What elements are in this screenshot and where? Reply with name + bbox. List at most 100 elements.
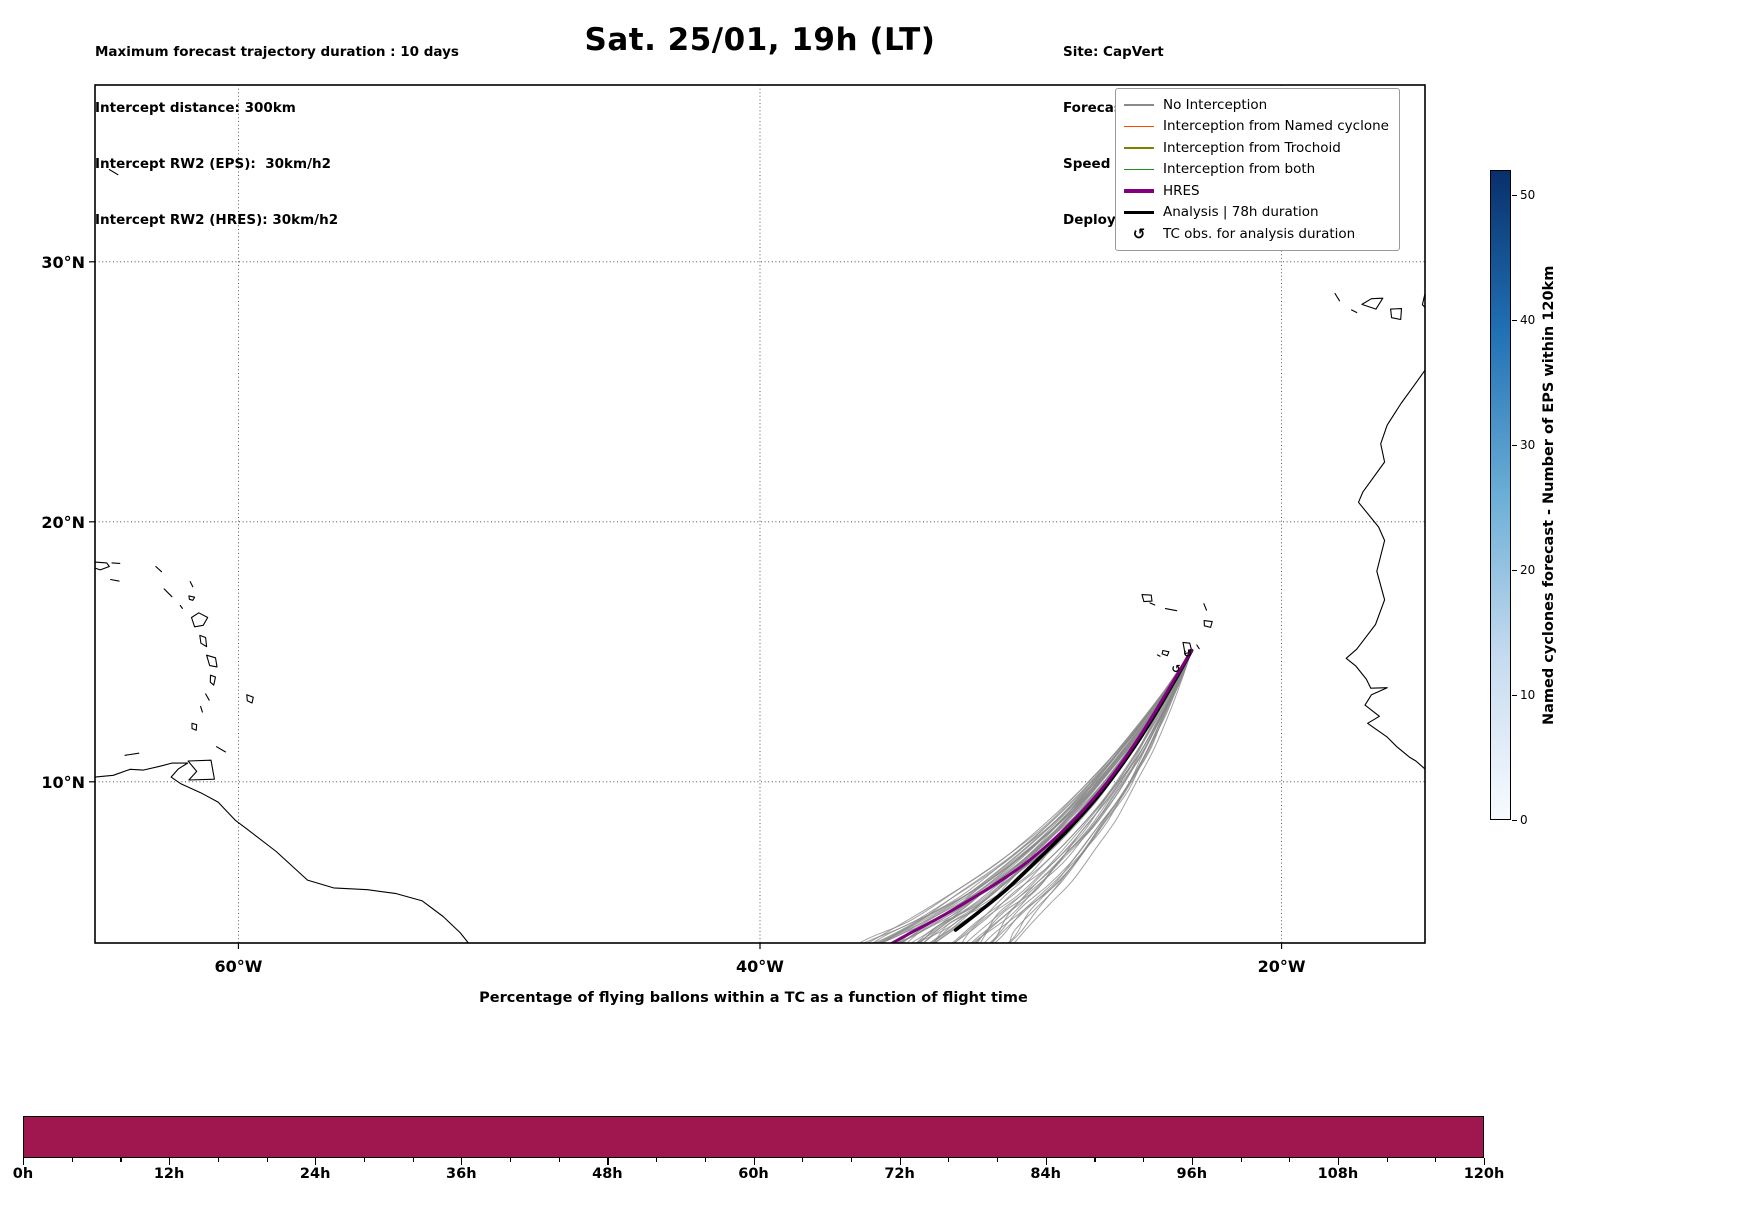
coastline-cape-verde-maio — [1196, 644, 1200, 650]
eps-member-trajectory — [862, 650, 1193, 943]
colorbar-tick — [1512, 569, 1517, 571]
tc-obs-icon: ↺ — [1132, 224, 1146, 243]
strip-major-tick — [23, 1158, 25, 1165]
legend-label: Interception from Named cyclone — [1163, 118, 1389, 135]
eps-member-trajectory — [1013, 650, 1193, 943]
eps-member-trajectory — [872, 650, 1193, 943]
coastline-cape-verde-sal — [1203, 603, 1208, 611]
coastline-martinique — [206, 654, 218, 668]
eps-member-trajectory — [900, 650, 1193, 943]
strip-minor-tick — [1094, 1158, 1096, 1162]
coastline-grenada — [191, 722, 198, 731]
y-tick-label: 20°N — [41, 513, 85, 532]
strip-major-tick — [315, 1158, 317, 1165]
eps-member-trajectory — [961, 650, 1193, 943]
map-content: ↺↺ — [95, 168, 1425, 943]
legend-item-tc-obs: ↺ TC obs. for analysis duration — [1124, 223, 1389, 245]
x-tick-label: 60°W — [214, 957, 262, 976]
legend-label: Interception from Trochoid — [1163, 139, 1341, 156]
strip-tick-label: 0h — [12, 1166, 34, 1182]
strip-major-tick — [169, 1158, 171, 1165]
coastline-st-kitts-nevis — [163, 588, 173, 598]
eps-member-trajectory — [932, 650, 1193, 943]
coastline-cape-verde-fogo — [1161, 649, 1170, 657]
coastline-antigua — [188, 595, 196, 601]
strip-major-tick — [607, 1158, 609, 1165]
coastline-canary-tenerife — [1361, 297, 1384, 310]
legend-item-trochoid: Interception from Trochoid — [1124, 137, 1389, 159]
strip-minor-tick — [412, 1158, 414, 1162]
legend-item-hres: HRES — [1124, 180, 1389, 202]
coastline-st-croix — [110, 578, 120, 582]
strip-minor-tick — [363, 1158, 366, 1162]
coastline-dominica — [199, 634, 208, 648]
strip-minor-tick — [656, 1158, 658, 1162]
eps-member-trajectory — [901, 650, 1193, 943]
coastline-cape-verde-brava — [1156, 654, 1161, 657]
legend-item-no-interception: No Interception — [1124, 94, 1389, 116]
legend-swatch-4 — [1124, 189, 1154, 193]
coastline-canary-la-palma — [1334, 292, 1341, 302]
legend-label: HRES — [1163, 182, 1200, 199]
eps-member-trajectory — [906, 650, 1193, 943]
eps-member-trajectory — [880, 650, 1193, 943]
map-legend: No Interception Interception from Named … — [1115, 88, 1400, 251]
legend-item-analysis: Analysis | 78h duration — [1124, 202, 1389, 224]
strip-title: Percentage of flying ballons within a TC… — [479, 990, 1028, 1006]
strip-minor-tick — [850, 1158, 853, 1162]
strip-minor-tick — [510, 1158, 512, 1162]
eps-member-trajectory — [1008, 650, 1193, 943]
x-tick-label: 20°W — [1258, 957, 1306, 976]
y-tick-label: 30°N — [41, 253, 85, 272]
colorbar-tick-label: 40 — [1520, 313, 1536, 327]
colorbar-tick-label: 20 — [1520, 563, 1536, 577]
eps-member-trajectory — [988, 650, 1193, 943]
strip-tick-label: 24h — [299, 1166, 331, 1182]
eps-member-trajectory — [858, 650, 1193, 943]
strip-tick-label: 12h — [153, 1166, 185, 1182]
strip-minor-tick — [1143, 1158, 1145, 1162]
tc-obs-marker: ↺ — [1183, 647, 1192, 660]
eps-member-trajectory — [951, 650, 1193, 943]
y-tick-label: 10°N — [41, 773, 85, 792]
legend-swatch-2 — [1124, 147, 1154, 149]
hres-trajectory — [889, 649, 1194, 943]
legend-swatch-5 — [1124, 210, 1154, 214]
strip-minor-tick — [704, 1158, 706, 1162]
strip-major-tick — [1484, 1158, 1486, 1165]
strip-minor-tick — [558, 1158, 560, 1162]
colorbar-tick-label: 50 — [1520, 188, 1536, 202]
colorbar-tick-label: 30 — [1520, 438, 1536, 452]
eps-member-trajectory — [990, 650, 1193, 943]
colorbar-tick — [1512, 444, 1517, 446]
strip-tick-label: 48h — [592, 1166, 623, 1182]
strip-minor-tick — [217, 1158, 219, 1162]
strip-tick-label: 84h — [1030, 1166, 1061, 1182]
coastline-grenadines — [200, 705, 203, 713]
x-tick-label: 40°W — [736, 957, 784, 976]
strip-minor-tick — [266, 1158, 268, 1162]
colorbar-label: Named cyclones forecast - Number of EPS … — [1541, 265, 1557, 725]
strip-minor-tick — [1240, 1158, 1242, 1162]
tc-percentage-strip — [23, 1116, 1484, 1158]
coastline-barbuda — [189, 581, 194, 588]
legend-label: TC obs. for analysis duration — [1163, 225, 1356, 242]
coastline-guadeloupe — [190, 612, 209, 628]
eps-member-trajectory — [896, 650, 1193, 943]
coastline-bermuda — [108, 168, 119, 176]
intercept-rw2-eps-text: Intercept RW2 (EPS): 30km/h2 — [95, 156, 331, 172]
coastline-africa-west-coast — [1345, 369, 1425, 770]
eps-member-trajectory — [983, 650, 1193, 943]
eps-member-trajectory — [872, 650, 1193, 943]
coastline-st-lucia — [209, 674, 217, 686]
legend-label: No Interception — [1163, 96, 1268, 113]
strip-tick-label: 60h — [738, 1166, 769, 1182]
strip-tick-label: 96h — [1176, 1166, 1208, 1182]
max-duration-text: Maximum forecast trajectory duration : 1… — [95, 44, 459, 61]
intercept-distance-text: Intercept distance: 300km — [95, 100, 296, 117]
strip-major-tick — [461, 1158, 463, 1165]
eps-member-trajectory — [877, 650, 1193, 943]
legend-label: Analysis | 78h duration — [1163, 204, 1319, 221]
